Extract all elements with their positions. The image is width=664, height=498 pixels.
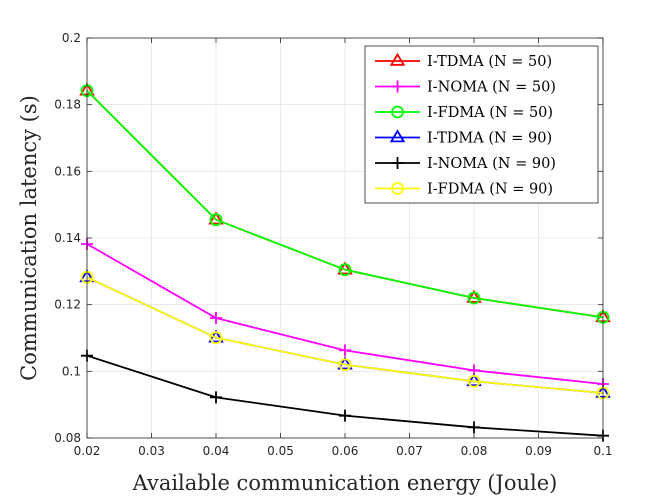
legend-marker bbox=[391, 105, 404, 119]
data-point bbox=[210, 312, 222, 324]
legend-label: I-TDMA (N = 50) bbox=[427, 54, 552, 70]
y-axis-title: Communication latency (s) bbox=[17, 95, 41, 381]
legend-entry: I-TDMA (N = 50) bbox=[375, 52, 552, 70]
data-point bbox=[467, 291, 481, 305]
legend-label: I-NOMA (N = 50) bbox=[427, 80, 556, 96]
x-tick-label: 0.06 bbox=[332, 444, 359, 458]
x-tick-label: 0.1 bbox=[593, 444, 612, 458]
y-tick-label: 0.1 bbox=[62, 364, 81, 378]
y-tick-label: 0.18 bbox=[54, 98, 81, 112]
data-point bbox=[468, 421, 480, 434]
x-tick-label: 0.04 bbox=[203, 444, 230, 458]
legend-marker bbox=[389, 129, 406, 143]
legend-label: I-NOMA (N = 90) bbox=[427, 156, 556, 172]
data-point bbox=[339, 409, 351, 422]
legend-marker bbox=[391, 157, 404, 169]
y-tick-label: 0.08 bbox=[54, 431, 81, 445]
x-tick-label: 0.09 bbox=[525, 444, 552, 458]
y-tick-label: 0.14 bbox=[54, 231, 81, 245]
data-point bbox=[208, 211, 224, 225]
data-point bbox=[338, 358, 352, 372]
x-axis-title: Available communication energy (Joule) bbox=[132, 471, 558, 495]
x-tick-label: 0.03 bbox=[138, 444, 165, 458]
legend-label: I-FDMA (N = 90) bbox=[427, 182, 553, 198]
series-line bbox=[86, 90, 604, 319]
y-tick-label: 0.2 bbox=[62, 31, 81, 45]
data-point bbox=[338, 263, 352, 277]
y-tick-label: 0.12 bbox=[54, 298, 81, 312]
x-tick-label: 0.02 bbox=[74, 444, 101, 458]
series-1 bbox=[81, 238, 609, 390]
legend-entry: I-FDMA (N = 50) bbox=[375, 105, 553, 121]
series-line bbox=[86, 276, 604, 394]
legend-entry: I-TDMA (N = 90) bbox=[375, 129, 552, 147]
legend-entry: I-FDMA (N = 90) bbox=[375, 182, 553, 198]
legend: I-TDMA (N = 50) I-NOMA (N = 50) I-FDMA (N … bbox=[364, 45, 599, 204]
ticks: 0.02 0.03 0.04 0.05 0.06 0.07 0.08 0.09 0.1 0.08 0… bbox=[54, 31, 612, 458]
data-point bbox=[210, 391, 222, 404]
data-point bbox=[467, 374, 481, 388]
x-tick-label: 0.07 bbox=[396, 444, 423, 458]
x-tick-label: 0.05 bbox=[267, 444, 294, 458]
legend-marker bbox=[391, 182, 404, 195]
legend-entry: I-NOMA (N = 50) bbox=[375, 80, 556, 96]
data-point bbox=[339, 344, 351, 357]
data-point bbox=[209, 331, 223, 345]
x-tick-label: 0.08 bbox=[461, 444, 488, 458]
legend-box bbox=[364, 45, 599, 204]
y-tick-label: 0.16 bbox=[54, 164, 81, 178]
legend-marker bbox=[391, 80, 404, 93]
legend-marker bbox=[389, 52, 406, 66]
legend-label: I-TDMA (N = 90) bbox=[427, 131, 552, 147]
legend-entry: I-NOMA (N = 90) bbox=[375, 156, 556, 172]
legend-label: I-FDMA (N = 50) bbox=[427, 105, 553, 121]
data-point bbox=[209, 213, 223, 227]
